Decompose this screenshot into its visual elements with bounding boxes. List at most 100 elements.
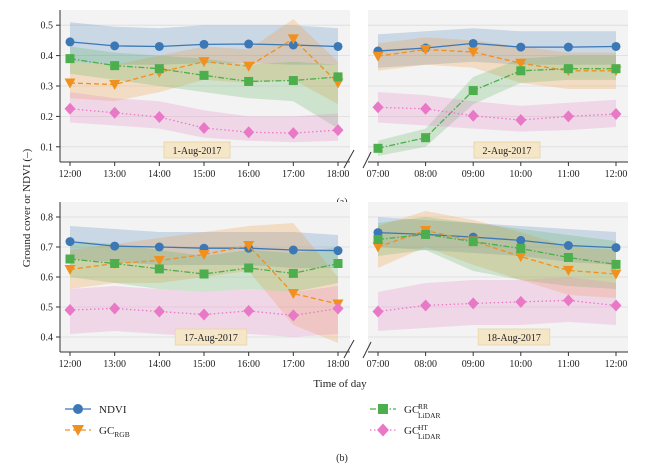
- date-label-box: [174, 328, 248, 346]
- x-tick-label: 15:00: [193, 169, 216, 180]
- axis-break-mark: [362, 151, 372, 169]
- chart-panel-2: 07:00 08:00 09:00 10:00 11:00 12:00 2-Aug-2017: [362, 10, 628, 180]
- data-point: [611, 243, 621, 253]
- series-line-2: [377, 48, 616, 72]
- x-tick-label: 14:00: [148, 169, 171, 180]
- data-point: [610, 107, 622, 120]
- chart-panels: 0.1 0.2 0.3 0.4 0.5 12:00 13:00 14:00 15:00 16:00…: [41, 10, 628, 370]
- data-point: [154, 264, 164, 274]
- data-point: [64, 102, 76, 115]
- x-tick-label: 12:00: [605, 359, 628, 370]
- y-tick-label: 0.4: [41, 333, 54, 344]
- data-point: [244, 76, 254, 86]
- data-point: [611, 64, 621, 74]
- series-line-3: [377, 233, 617, 266]
- data-point: [154, 41, 164, 51]
- data-point: [153, 111, 165, 124]
- data-point: [611, 259, 621, 269]
- axis-break-mark: [343, 149, 355, 169]
- data-point: [563, 42, 573, 52]
- legend: NDVI GCRGB GCRR LiDAR GCHT LiDAR: [65, 402, 441, 441]
- data-point: [562, 294, 574, 307]
- date-label: 18-Aug-2017: [487, 333, 541, 344]
- legend-item-1: NDVI: [65, 404, 127, 416]
- x-tick-label: 17:00: [282, 169, 305, 180]
- data-point: [109, 302, 121, 315]
- data-point: [515, 295, 527, 308]
- x-tick-label: 11:00: [557, 169, 579, 180]
- data-point: [332, 124, 344, 137]
- legend-label: GCRGB: [99, 425, 130, 439]
- data-point: [288, 268, 298, 278]
- data-point: [516, 235, 526, 245]
- x-axis-label: Time of day: [313, 378, 367, 390]
- data-point: [563, 253, 573, 262]
- data-point: [467, 297, 479, 310]
- data-point: [287, 309, 299, 322]
- data-point: [516, 244, 526, 253]
- data-point: [468, 38, 478, 48]
- y-tick-label: 0.8: [41, 213, 54, 224]
- legend-item-3: GCRR LiDAR: [370, 402, 441, 420]
- data-point: [515, 114, 527, 127]
- x-tick-label: 12:00: [59, 359, 82, 370]
- data-point: [65, 237, 75, 247]
- y-tick-label: 0.5: [41, 21, 54, 32]
- data-point: [288, 76, 298, 86]
- data-point: [154, 64, 164, 74]
- x-tick-label: 07:00: [367, 359, 390, 370]
- series-line-2: [377, 229, 617, 275]
- data-point: [287, 34, 299, 45]
- panel-b-label: (b): [336, 453, 348, 464]
- x-tick-label: 12:00: [59, 169, 82, 180]
- y-axis-label: Ground cover or NDVI (–): [21, 148, 33, 267]
- data-point: [65, 37, 75, 47]
- date-label: 17-Aug-2017: [184, 333, 238, 344]
- data-point: [373, 143, 383, 153]
- data-point: [421, 229, 431, 239]
- x-tick-label: 07:00: [367, 169, 390, 180]
- data-point: [198, 250, 210, 260]
- x-tick-label: 09:00: [462, 359, 485, 370]
- y-tick-label: 0.6: [41, 273, 54, 284]
- date-label-box: [477, 328, 551, 346]
- data-point: [243, 61, 255, 72]
- uncertainty-band-1: [378, 28, 616, 68]
- legend-item-4: GCHT LiDAR: [370, 423, 441, 441]
- chart-panel-3: 0.4 0.5 0.6 0.7 0.8 12:00 13:00 14:00 15:00 16:00…: [41, 202, 355, 370]
- data-point: [244, 263, 254, 273]
- data-point: [198, 57, 210, 68]
- x-tick-label: 13:00: [103, 169, 126, 180]
- data-point: [333, 72, 343, 82]
- data-point: [64, 265, 76, 275]
- x-tick-label: 16:00: [237, 169, 260, 180]
- data-point: [109, 79, 121, 90]
- date-label: 2-Aug-2017: [483, 146, 532, 157]
- legend-marker: [378, 404, 388, 414]
- uncertainty-band-2: [378, 211, 616, 298]
- axis-break-mark: [343, 339, 355, 359]
- uncertainty-band-4: [70, 92, 338, 143]
- data-point: [110, 259, 120, 268]
- data-point: [65, 54, 75, 64]
- x-tick-label: 08:00: [414, 359, 437, 370]
- uncertainty-band-1: [378, 217, 616, 265]
- data-point: [420, 45, 432, 56]
- data-point: [199, 269, 209, 279]
- y-tick-label: 0.3: [41, 82, 54, 93]
- legend-label-sub: LiDAR: [418, 432, 441, 441]
- data-point: [153, 305, 165, 318]
- data-point: [563, 64, 573, 74]
- chart-panel-1: 0.1 0.2 0.3 0.4 0.5 12:00 13:00 14:00 15:00 16:00…: [41, 10, 355, 180]
- data-point: [515, 58, 527, 69]
- data-point: [243, 241, 255, 251]
- uncertainty-band-4: [378, 92, 616, 132]
- series-line-3: [377, 68, 616, 149]
- x-tick-label: 10:00: [509, 359, 532, 370]
- data-point: [333, 41, 343, 51]
- date-label-box: [473, 141, 541, 159]
- data-point: [467, 109, 479, 122]
- data-point: [468, 237, 478, 247]
- x-tick-label: 18:00: [327, 359, 350, 370]
